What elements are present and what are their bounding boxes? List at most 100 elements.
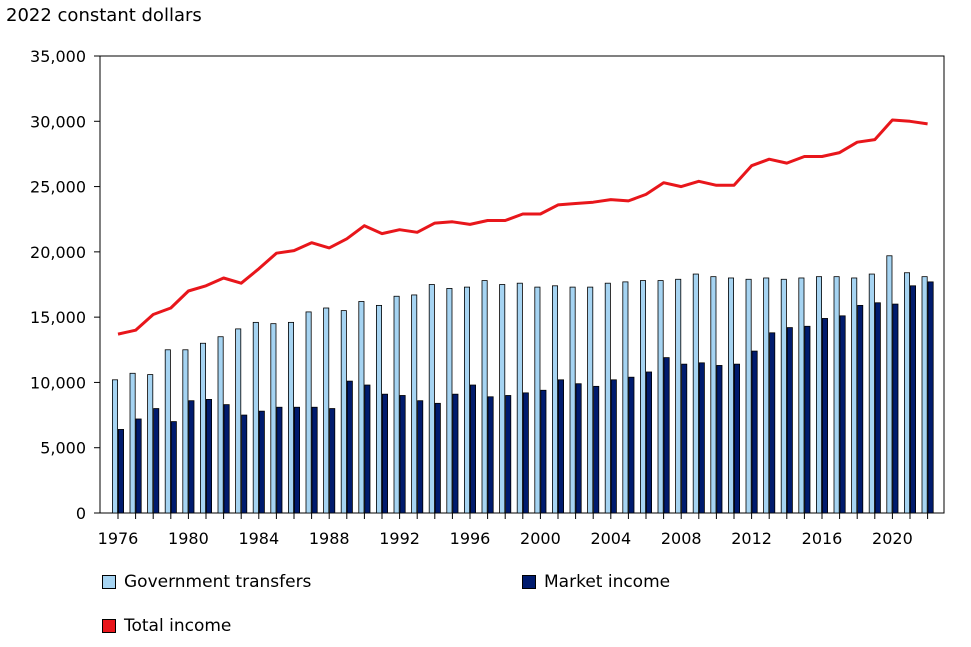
bar-market-income — [892, 303, 899, 514]
bar-government-transfers — [833, 276, 840, 514]
bar-government-transfers — [657, 280, 664, 514]
legend-government-transfers: Government transfers — [102, 572, 311, 592]
bar-market-income — [505, 395, 512, 514]
bar-market-income — [487, 396, 494, 514]
legend-swatch-market-income — [522, 575, 536, 589]
bar-market-income — [610, 379, 617, 514]
bar-government-transfers — [692, 273, 699, 514]
line-total-income — [117, 118, 928, 336]
bar-market-income — [381, 393, 388, 514]
x-tick-label: 2008 — [661, 529, 702, 548]
x-tick-label: 2000 — [520, 529, 561, 548]
bar-market-income — [646, 371, 653, 514]
bar-market-income — [593, 385, 600, 514]
bar-government-transfers — [816, 276, 823, 514]
bar-government-transfers — [164, 349, 171, 514]
bar-government-transfers — [499, 284, 506, 514]
legend-label-total-income: Total income — [124, 616, 232, 636]
bar-government-transfers — [904, 272, 911, 514]
bar-market-income — [205, 399, 212, 514]
bar-market-income — [910, 285, 917, 514]
bar-market-income — [540, 389, 547, 514]
y-tick-label: 10,000 — [30, 373, 86, 392]
bar-market-income — [857, 304, 864, 514]
bar-government-transfers — [622, 281, 629, 514]
bar-market-income — [522, 392, 529, 514]
bar-market-income — [716, 365, 723, 514]
bar-market-income — [469, 384, 476, 514]
bar-market-income — [769, 332, 776, 514]
legend-market-income: Market income — [522, 572, 670, 592]
bar-government-transfers — [235, 328, 242, 514]
bar-government-transfers — [780, 278, 787, 514]
y-tick-label: 20,000 — [30, 243, 86, 262]
y-axis-title: 2022 constant dollars — [6, 5, 202, 26]
bar-government-transfers — [798, 277, 805, 514]
x-tick-label: 2016 — [802, 529, 843, 548]
legend-swatch-total-income — [102, 619, 116, 633]
bar-market-income — [258, 410, 265, 514]
x-tick-label: 1976 — [98, 529, 139, 548]
bar-government-transfers — [217, 336, 224, 514]
legend-label-market-income: Market income — [544, 572, 671, 592]
bar-market-income — [804, 325, 811, 514]
bar-market-income — [170, 421, 177, 514]
bar-government-transfers — [763, 277, 770, 514]
bar-government-transfers — [710, 276, 717, 514]
bar-market-income — [452, 393, 459, 514]
x-tick-label: 1984 — [238, 529, 279, 548]
bar-market-income — [364, 384, 371, 514]
bar-market-income — [399, 395, 406, 514]
bar-market-income — [874, 302, 881, 514]
x-tick-label: 2004 — [590, 529, 631, 548]
bar-government-transfers — [516, 282, 523, 514]
bar-market-income — [734, 363, 741, 514]
legend-total-income: Total income — [102, 616, 231, 636]
bar-government-transfers — [552, 285, 559, 514]
bar-market-income — [751, 350, 758, 514]
x-tick-label: 1992 — [379, 529, 420, 548]
bar-government-transfers — [604, 282, 611, 514]
bar-market-income — [276, 406, 283, 514]
bar-government-transfers — [270, 323, 277, 514]
bar-government-transfers — [745, 278, 752, 514]
bar-market-income — [628, 376, 635, 514]
bar-market-income — [822, 318, 829, 514]
bar-market-income — [434, 402, 441, 514]
bar-government-transfers — [411, 294, 418, 514]
bar-government-transfers — [851, 277, 858, 514]
y-tick-label: 0 — [76, 504, 86, 523]
bar-government-transfers — [340, 310, 347, 514]
bar-market-income — [839, 315, 846, 514]
x-tick-label: 2012 — [731, 529, 772, 548]
bar-government-transfers — [886, 255, 893, 514]
bar-market-income — [927, 281, 934, 514]
x-tick-label: 1988 — [309, 529, 350, 548]
bar-government-transfers — [252, 321, 259, 514]
bar-government-transfers — [728, 277, 735, 514]
bar-government-transfers — [675, 278, 682, 514]
legend-label-government-transfers: Government transfers — [124, 572, 312, 592]
bar-market-income — [153, 408, 160, 514]
bar-market-income — [417, 400, 424, 514]
bar-market-income — [575, 383, 582, 514]
bar-market-income — [311, 406, 318, 514]
bar-government-transfers — [199, 342, 206, 514]
bar-government-transfers — [129, 372, 136, 514]
y-tick-label: 30,000 — [30, 112, 86, 131]
bar-market-income — [329, 408, 336, 514]
bar-market-income — [786, 327, 793, 514]
y-tick-label: 15,000 — [30, 308, 86, 327]
bar-government-transfers — [569, 286, 576, 514]
bar-government-transfers — [287, 321, 294, 514]
legend-swatch-government-transfers — [102, 575, 116, 589]
bar-market-income — [681, 363, 688, 514]
bar-market-income — [698, 362, 705, 514]
y-tick-label: 25,000 — [30, 178, 86, 197]
bar-market-income — [663, 357, 670, 514]
bar-government-transfers — [182, 349, 189, 514]
bar-government-transfers — [463, 286, 470, 514]
bar-government-transfers — [147, 374, 154, 514]
bar-government-transfers — [112, 379, 119, 514]
